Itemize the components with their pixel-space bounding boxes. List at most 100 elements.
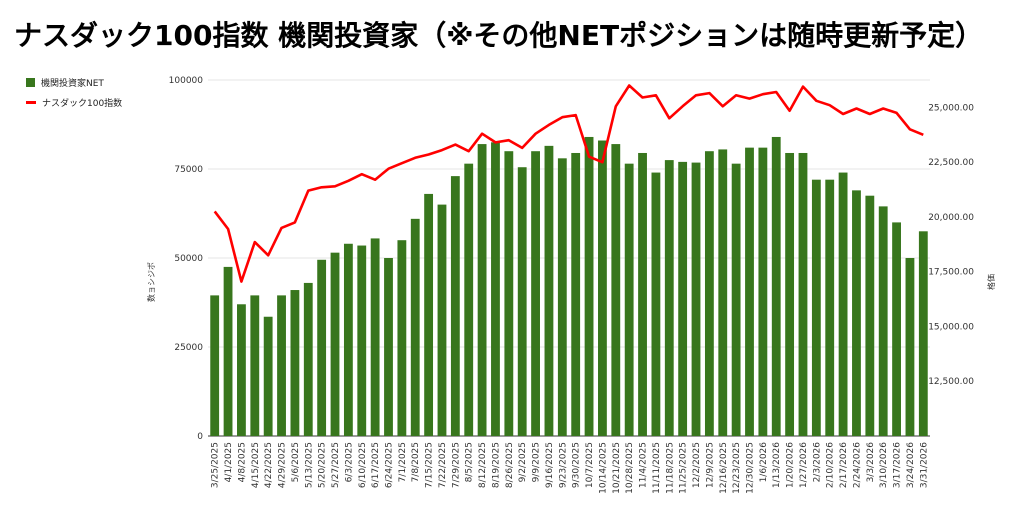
x-tick-label: 7/15/2025 — [425, 442, 435, 488]
bar — [811, 179, 821, 436]
x-tick-label: 2/17/2026 — [839, 442, 849, 488]
bar — [210, 295, 220, 436]
x-tick-label: 1/20/2026 — [786, 442, 796, 488]
bar — [838, 172, 848, 436]
bar — [865, 195, 875, 436]
bar — [745, 147, 754, 436]
y-tick-left: 25000 — [174, 343, 203, 353]
x-tick-label: 11/11/2025 — [652, 442, 662, 494]
y-tick-left: 100000 — [169, 76, 204, 86]
bar — [544, 145, 554, 437]
x-tick-label: 11/4/2025 — [639, 442, 649, 488]
bar — [704, 151, 714, 436]
bar — [277, 295, 286, 436]
x-tick-label: 5/20/2025 — [318, 442, 328, 488]
x-tick-label: 10/7/2025 — [585, 442, 595, 488]
bar — [651, 172, 661, 436]
y-axis-left: 100000 75000 50000 25000 0 — [169, 76, 204, 442]
bar — [571, 152, 581, 437]
y-tick-right: 12,500.00 — [928, 377, 974, 387]
x-tick-label: 3/24/2026 — [906, 442, 916, 488]
x-tick-label: 2/24/2026 — [853, 442, 863, 488]
x-tick-label: 7/22/2025 — [438, 442, 448, 488]
y-tick-right: 22,500.00 — [928, 158, 974, 168]
bar — [343, 243, 353, 436]
x-tick-label: 8/5/2025 — [465, 442, 475, 482]
bar — [517, 167, 527, 436]
bar — [731, 163, 741, 436]
bar — [464, 163, 474, 436]
bar — [878, 206, 888, 436]
bar — [330, 252, 340, 436]
x-axis: 3/25/2025 4/1/2025 4/8/2025 4/15/2025 4/22/2… — [211, 442, 930, 494]
bar — [557, 158, 567, 436]
y-tick-left: 75000 — [174, 165, 203, 175]
x-tick-label: 3/10/2026 — [879, 442, 889, 488]
y-axis-right-title: 格価 — [986, 274, 996, 290]
bar — [450, 176, 460, 436]
x-tick-label: 6/24/2025 — [385, 442, 395, 488]
legend: 機関投資家NET ナスダック100指数 — [26, 72, 122, 112]
x-tick-label: 9/9/2025 — [532, 442, 542, 482]
y-axis-left-title: 数ョシジポ — [146, 262, 156, 302]
bar — [611, 144, 621, 436]
x-tick-label: 12/30/2025 — [746, 442, 756, 494]
bar — [758, 147, 768, 436]
x-tick-label: 11/18/2025 — [665, 442, 675, 494]
bar — [598, 140, 607, 436]
bar — [918, 231, 928, 436]
bar — [250, 295, 260, 436]
bar — [678, 161, 688, 436]
bar-series — [210, 136, 928, 437]
x-tick-label: 10/14/2025 — [598, 442, 608, 494]
bar — [905, 258, 915, 436]
bar — [491, 142, 500, 437]
x-tick-label: 12/23/2025 — [732, 442, 742, 494]
x-tick-label: 11/25/2025 — [679, 442, 689, 494]
x-tick-label: 3/3/2026 — [866, 442, 876, 483]
x-tick-label: 9/2/2025 — [518, 442, 528, 482]
bar — [263, 316, 273, 436]
x-tick-label: 6/17/2025 — [371, 442, 381, 488]
x-tick-label: 5/13/2025 — [304, 442, 314, 488]
x-tick-label: 5/27/2025 — [331, 442, 341, 488]
chart-title: ナスダック100指数 機関投資家（※その他NETポジションは随時更新予定） — [14, 19, 984, 52]
x-tick-label: 9/30/2025 — [572, 442, 582, 488]
legend-swatch-line — [26, 100, 36, 104]
bar — [852, 190, 861, 436]
x-tick-label: 3/31/2026 — [919, 442, 929, 488]
x-tick-label: 3/17/2026 — [893, 442, 903, 488]
bar — [237, 304, 246, 436]
x-tick-label: 8/12/2025 — [478, 442, 488, 488]
bar — [384, 258, 393, 436]
x-tick-label: 1/13/2026 — [772, 442, 782, 488]
y-tick-left: 50000 — [174, 254, 203, 264]
x-tick-label: 1/27/2026 — [799, 442, 809, 488]
x-tick-label: 4/29/2025 — [278, 442, 288, 488]
y-tick-right: 15,000.00 — [928, 322, 974, 332]
x-tick-label: 1/6/2026 — [759, 442, 769, 483]
x-tick-label: 8/19/2025 — [492, 442, 502, 488]
x-tick-label: 6/10/2025 — [358, 442, 368, 488]
x-tick-label: 10/28/2025 — [625, 442, 635, 494]
bar — [317, 259, 327, 436]
y-tick-right: 17,500.00 — [928, 268, 974, 278]
legend-label-line: ナスダック100指数 — [42, 98, 123, 109]
x-tick-label: 8/26/2025 — [505, 442, 515, 488]
bar — [410, 218, 420, 436]
x-tick-label: 5/6/2025 — [291, 442, 301, 482]
x-tick-label: 9/16/2025 — [545, 442, 555, 488]
x-tick-label: 10/21/2025 — [612, 442, 622, 494]
legend-item-bar: 機関投資家NET — [26, 72, 122, 92]
bar — [290, 290, 300, 436]
x-tick-label: 2/3/2026 — [812, 442, 822, 483]
bar — [357, 245, 367, 436]
bar — [584, 136, 594, 436]
legend-item-line: ナスダック100指数 — [26, 92, 122, 112]
index-line — [213, 84, 924, 283]
bar — [798, 152, 808, 437]
y-axis-right: 25,000.00 22,500.00 20,000.00 17,500.00 15,0… — [928, 103, 974, 387]
x-tick-label: 2/10/2026 — [826, 442, 836, 488]
y-tick-left: 0 — [197, 432, 203, 442]
